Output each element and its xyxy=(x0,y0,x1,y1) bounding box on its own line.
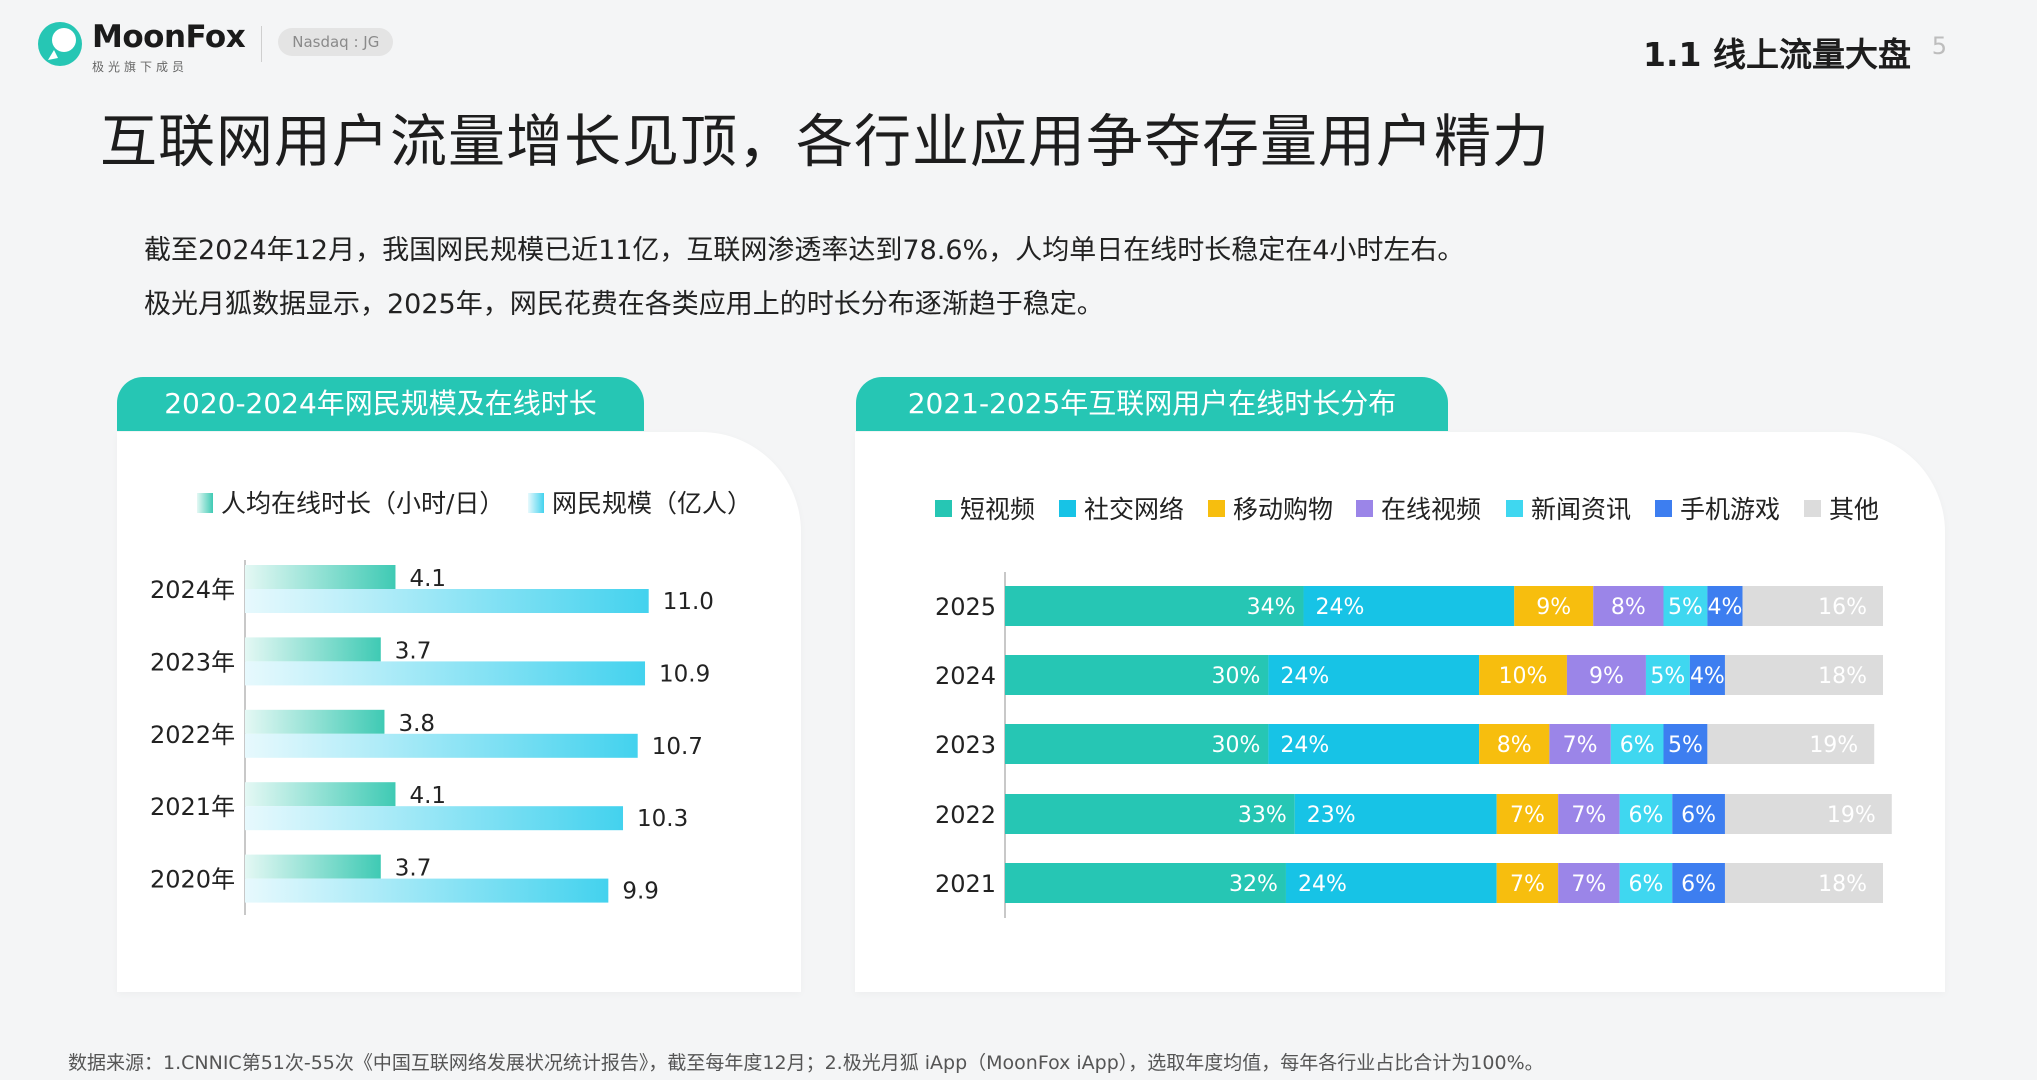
data-source-footnote: 数据来源：1.CNNIC第51次-55次《中国互联网络发展状况统计报告》，截至每… xyxy=(68,1052,1544,1074)
logo-divider xyxy=(261,26,263,62)
ticker-badge: Nasdaq : JG xyxy=(278,28,394,56)
description-line-1: 截至2024年12月，我国网民规模已近11亿，互联网渗透率达到78.6%，人均单… xyxy=(144,235,1465,266)
chart-title-right: 2021-2025年互联网用户在线时长分布 xyxy=(856,377,1448,431)
section-title: 1.1 线上流量大盘 xyxy=(1643,35,1911,74)
chart-card-right xyxy=(855,432,1945,992)
chart-card-left xyxy=(117,432,801,992)
brand-sub: 极光旗下成员 xyxy=(92,60,189,74)
moonfox-logo-icon xyxy=(38,22,82,66)
brand-name: MoonFox xyxy=(92,19,246,55)
chart-title-left: 2020-2024年网民规模及在线时长 xyxy=(117,377,644,431)
description-line-2: 极光月狐数据显示，2025年，网民花费在各类应用上的时长分布逐渐趋于稳定。 xyxy=(144,289,1104,320)
page-number: 5 xyxy=(1931,32,1947,60)
page-title: 互联网用户流量增长见顶，各行业应用争夺存量用户精力 xyxy=(100,109,1550,175)
brand-logo: MoonFox 极光旗下成员 Nasdaq : JG xyxy=(36,19,394,75)
